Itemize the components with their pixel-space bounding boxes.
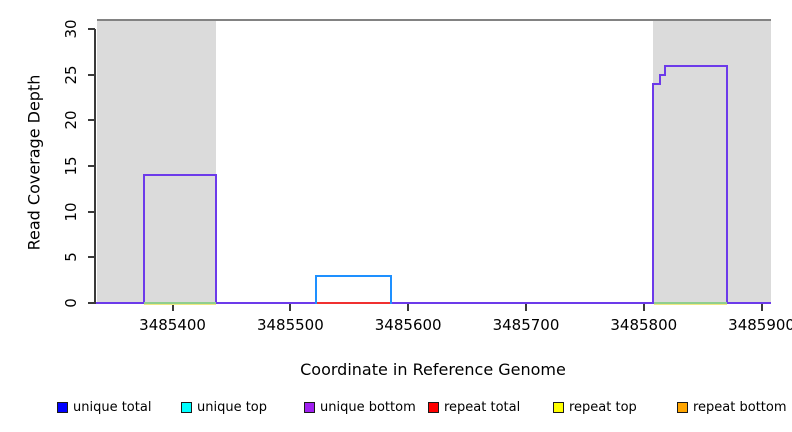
y-tick-label: 15	[62, 156, 80, 176]
unique-bottom-coverage-segment	[144, 174, 217, 177]
legend-swatch-icon	[677, 402, 688, 413]
x-axis-tick	[407, 304, 410, 311]
unique-bottom-coverage-segment	[652, 82, 655, 304]
y-axis-tick	[88, 210, 95, 213]
legend-swatch-icon	[304, 402, 315, 413]
y-tick-label: 30	[62, 19, 80, 39]
x-tick-label: 3485700	[492, 316, 560, 334]
y-tick-label: 0	[62, 298, 80, 308]
y-axis-title: Read Coverage Depth	[24, 74, 44, 251]
unique-bottom-coverage-segment	[726, 64, 729, 304]
unique-total-box-segment	[316, 274, 391, 277]
y-axis-tick	[88, 165, 95, 168]
x-axis-title: Coordinate in Reference Genome	[300, 360, 566, 379]
y-tick-label: 25	[62, 65, 80, 85]
legend-label: repeat bottom	[693, 400, 787, 415]
unique-bottom-coverage-segment	[660, 73, 665, 76]
y-tick-label: 10	[62, 202, 80, 222]
legend-swatch-icon	[57, 402, 68, 413]
y-axis-tick	[88, 302, 95, 304]
unique-total-box-segment	[389, 274, 392, 304]
x-tick-label: 3485600	[374, 316, 442, 334]
y-tick-label: 20	[62, 110, 80, 130]
unique-bottom-coverage-segment	[96, 302, 145, 304]
shaded-repeat-region	[97, 20, 217, 302]
x-axis-tick	[760, 304, 763, 311]
legend-label: unique total	[73, 400, 152, 415]
x-axis-tick	[524, 304, 527, 311]
legend-swatch-icon	[553, 402, 564, 413]
unique-bottom-coverage-segment	[143, 174, 146, 304]
y-axis-tick	[88, 119, 95, 122]
y-axis-tick	[88, 256, 95, 259]
legend-label: unique top	[197, 400, 268, 415]
baseline-green-left-segment	[144, 301, 217, 304]
legend-label: repeat total	[444, 400, 521, 415]
unique-bottom-coverage-segment	[664, 64, 728, 67]
legend: unique total unique top unique bottom repea…	[0, 399, 792, 419]
legend-swatch-icon	[428, 402, 439, 413]
x-tick-label: 3485400	[139, 316, 206, 334]
unique-bottom-coverage-segment	[215, 174, 218, 304]
baseline-yellow-left-segment	[144, 303, 217, 305]
x-tick-label: 3485800	[610, 316, 678, 334]
clipped-total-line-segment	[97, 19, 771, 21]
legend-label: unique bottom	[320, 400, 416, 415]
legend-label: repeat top	[569, 400, 637, 415]
x-tick-label: 3485900	[728, 316, 792, 334]
unique-bottom-coverage-segment	[653, 82, 661, 85]
unique-bottom-coverage-segment	[727, 302, 771, 304]
repeat-total-baseline-segment	[316, 302, 391, 304]
unique-bottom-coverage-segment	[663, 64, 666, 76]
legend-swatch-icon	[181, 402, 192, 413]
unique-bottom-coverage-segment	[659, 73, 662, 85]
y-axis-tick	[88, 73, 95, 76]
y-tick-label: 5	[62, 252, 80, 263]
shaded-repeat-region	[653, 20, 771, 302]
unique-total-box-segment	[315, 274, 318, 304]
baseline-yellow-right-segment	[654, 303, 728, 305]
baseline-green-right-segment	[654, 301, 728, 304]
unique-bottom-coverage-segment	[216, 302, 654, 304]
x-tick-label: 3485500	[256, 316, 324, 334]
y-axis-tick	[88, 28, 95, 31]
x-axis-tick	[289, 304, 292, 311]
x-axis-tick	[642, 304, 645, 311]
y-axis-line	[94, 29, 96, 304]
x-axis-tick	[171, 304, 174, 311]
